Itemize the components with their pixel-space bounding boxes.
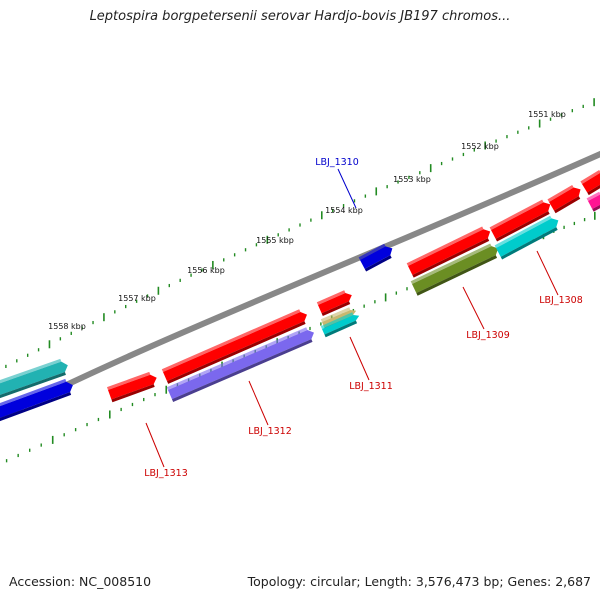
gene-feature-shadow bbox=[587, 184, 600, 196]
label-leader-line bbox=[536, 250, 559, 296]
gene-feature bbox=[166, 327, 314, 402]
gene-label-group: LBJ_1310 LBJ_1308 LBJ_1309 LBJ_1311 LBJ_1312… bbox=[144, 157, 583, 479]
gene-feature-top bbox=[106, 371, 151, 390]
gene-feature-body bbox=[408, 229, 491, 275]
tick-label: 1555 kbp bbox=[256, 236, 294, 245]
gene-feature-shadow bbox=[0, 392, 72, 422]
gene-feature bbox=[586, 191, 600, 212]
gene-feature bbox=[410, 243, 499, 296]
gene-feature-top bbox=[586, 191, 600, 201]
label-leader-lines bbox=[145, 168, 559, 468]
gene-feature bbox=[316, 290, 352, 316]
gene-label: LBJ_1309 bbox=[466, 330, 510, 341]
tick-label: 1556 kbp bbox=[187, 266, 225, 275]
gene-feature-top bbox=[166, 327, 308, 390]
gene-feature-top bbox=[161, 309, 301, 372]
tick-label: 1552 kbp bbox=[461, 142, 499, 151]
gene-label: LBJ_1313 bbox=[144, 468, 188, 479]
gene-feature bbox=[406, 226, 491, 278]
gene-feature-body bbox=[163, 312, 308, 382]
gene-feature-shadow bbox=[324, 320, 358, 338]
tick-label: 1553 kbp bbox=[393, 175, 431, 184]
gene-feature-top bbox=[320, 307, 351, 322]
chromosome-backbone bbox=[0, 150, 600, 421]
gene-feature bbox=[489, 199, 551, 242]
gene-feature-top bbox=[489, 199, 544, 230]
gene-feature-top bbox=[0, 378, 67, 407]
gene-feature-shadow bbox=[111, 384, 155, 403]
tick-label-group: 1551 kbp 1552 kbp 1553 kbp 1554 kbp 1555 kbp… bbox=[48, 110, 566, 331]
gene-feature bbox=[320, 312, 360, 338]
gene-label: LBJ_1310 bbox=[315, 157, 359, 168]
gene-feature-top bbox=[580, 170, 600, 184]
gene-feature-body bbox=[0, 381, 73, 418]
gene-feature-shadow bbox=[412, 238, 490, 278]
tick-label: 1551 kbp bbox=[528, 110, 566, 119]
label-leader-line bbox=[349, 336, 370, 381]
gene-feature-shadow bbox=[416, 255, 498, 296]
gene-feature-body bbox=[0, 361, 68, 395]
gene-feature-top bbox=[0, 358, 62, 384]
accession-text: Accession: NC_008510 bbox=[9, 574, 152, 589]
gene-feature-body bbox=[588, 194, 600, 209]
gene-feature bbox=[0, 378, 73, 422]
gene-label: LBJ_1308 bbox=[539, 295, 583, 306]
gene-feature-top bbox=[316, 290, 346, 305]
gene-feature bbox=[106, 371, 157, 403]
gene-feature bbox=[358, 243, 393, 272]
gene-feature-body bbox=[322, 315, 360, 335]
gene-feature-shadow bbox=[592, 204, 600, 212]
gene-features bbox=[0, 170, 600, 422]
gene-feature-shadow bbox=[554, 196, 581, 214]
gene-feature-top bbox=[358, 243, 386, 260]
gene-feature-body bbox=[582, 173, 600, 193]
label-leader-line bbox=[337, 168, 357, 209]
gene-feature-top bbox=[410, 243, 492, 284]
gene-feature-body bbox=[108, 374, 157, 400]
gene-feature-shadow bbox=[321, 301, 351, 316]
label-leader-line bbox=[248, 380, 269, 426]
gene-feature-body bbox=[496, 218, 559, 257]
map-title: Leptospira borgpetersenii serovar Hardjo… bbox=[89, 9, 511, 24]
gene-feature bbox=[161, 309, 308, 384]
gene-label: LBJ_1311 bbox=[349, 381, 393, 392]
gene-feature-shadow bbox=[0, 372, 66, 399]
gene-feature-shadow bbox=[500, 227, 558, 260]
gene-feature-body bbox=[168, 329, 314, 400]
label-leader-line bbox=[462, 286, 485, 330]
gene-label: LBJ_1312 bbox=[248, 426, 292, 437]
gene-feature-body bbox=[360, 246, 393, 269]
gene-feature bbox=[580, 170, 600, 196]
gene-feature-shadow bbox=[171, 339, 313, 402]
gene-feature-shadow bbox=[167, 321, 306, 384]
gene-feature-top bbox=[320, 312, 354, 329]
gene-feature bbox=[494, 215, 559, 260]
gene-feature bbox=[0, 358, 68, 399]
gene-feature-body bbox=[491, 202, 551, 239]
tick-label: 1554 kbp bbox=[325, 206, 363, 215]
topology-summary: Topology: circular; Length: 3,576,473 bp… bbox=[247, 574, 591, 589]
tick-label: 1558 kbp bbox=[48, 322, 86, 331]
gene-feature-body bbox=[318, 293, 352, 314]
gene-feature bbox=[547, 184, 581, 214]
gene-feature-top bbox=[406, 226, 484, 266]
gene-feature-top bbox=[494, 215, 552, 248]
gene-feature-top bbox=[547, 184, 574, 202]
tick-label: 1557 kbp bbox=[118, 294, 156, 303]
gene-feature-body bbox=[549, 187, 581, 211]
label-leader-line bbox=[145, 422, 165, 468]
gene-feature-body bbox=[412, 246, 499, 294]
gene-feature-shadow bbox=[495, 211, 550, 242]
gene-feature-shadow bbox=[364, 255, 392, 272]
outer-tick-ring bbox=[5, 98, 595, 369]
